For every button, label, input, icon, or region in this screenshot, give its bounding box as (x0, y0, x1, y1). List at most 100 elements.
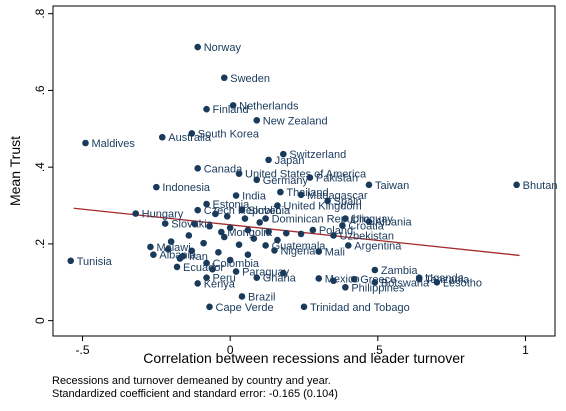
x-tick-label: -.5 (76, 343, 90, 357)
point-label: Spain (334, 196, 362, 208)
point-label: Paraguay (242, 267, 290, 279)
point-label: Bhutan (523, 180, 558, 192)
point-label: Trinidad and Tobago (310, 302, 410, 314)
footnote-2: Standardized coefficient and standard er… (52, 388, 338, 400)
data-point (371, 278, 379, 286)
data-point (297, 191, 305, 199)
data-point (262, 242, 269, 249)
y-tick-label: .8 (33, 8, 47, 18)
point-label: Cape Verde (216, 302, 274, 314)
point-label: Norway (204, 42, 242, 54)
data-point (132, 210, 139, 217)
data-point (415, 275, 423, 283)
y-axis-ticks: 0 .2 .4 .6 .8 (33, 8, 53, 324)
x-axis-label: Correlation between recessions and leade… (143, 350, 465, 366)
point-label: South Korea (198, 128, 260, 140)
data-point (342, 283, 349, 291)
data-point (220, 233, 228, 241)
point-label: Poland (319, 225, 353, 237)
data-point (82, 139, 89, 147)
point-label: Netherlands (239, 100, 299, 112)
data-point (185, 232, 193, 239)
x-tick-label: 1 (522, 343, 529, 357)
data-point (241, 215, 249, 222)
point-label: Maldives (91, 138, 135, 150)
data-point (206, 303, 213, 311)
point-label: Guatemala (272, 240, 327, 252)
data-point (350, 275, 358, 283)
data-point (215, 249, 222, 256)
data-point (244, 251, 252, 258)
point-label: Greece (360, 274, 396, 286)
data-point (194, 206, 201, 214)
data-point (265, 156, 272, 164)
data-point (433, 278, 441, 286)
data-point (203, 105, 210, 113)
data-point (282, 229, 290, 237)
point-label: Mongolia (227, 227, 273, 239)
data-point (342, 215, 349, 222)
data-point (232, 268, 240, 275)
data-point (188, 247, 196, 255)
data-point (250, 235, 258, 242)
data-point (200, 239, 207, 247)
y-tick-label: .2 (33, 239, 47, 249)
data-point (300, 303, 308, 311)
point-label: Argentina (354, 240, 402, 252)
data-point (262, 215, 269, 222)
data-point (232, 192, 240, 199)
point-label: Sweden (230, 73, 270, 85)
data-point (147, 243, 154, 251)
point-label: Pakistan (316, 173, 358, 185)
y-tick-label: 0 (33, 317, 47, 324)
point-label: United States of America (245, 169, 367, 181)
point-label: Ghana (263, 273, 297, 285)
data-point (188, 130, 196, 137)
data-point (365, 218, 373, 225)
data-point (167, 238, 175, 245)
data-point (253, 117, 261, 124)
data-point (226, 224, 234, 232)
point-label: Albania (159, 250, 197, 262)
point-label: Taiwan (375, 180, 409, 192)
point-label: Indonesia (162, 182, 211, 194)
data-point (235, 170, 243, 177)
data-point (161, 220, 169, 227)
point-label: New Zealand (263, 115, 328, 127)
point-label: Mali (325, 247, 345, 259)
data-point (280, 150, 287, 158)
data-point (324, 197, 331, 205)
data-point (280, 269, 287, 277)
data-point (330, 277, 337, 285)
point-label: Hungary (142, 209, 184, 221)
data-point (194, 280, 201, 287)
data-point (256, 219, 264, 226)
point-label: Canada (204, 163, 243, 175)
point-label: Zambia (381, 265, 419, 277)
point-label: India (242, 191, 267, 203)
data-point (330, 232, 337, 239)
point-label: Peru (213, 273, 236, 285)
data-point (315, 248, 323, 255)
data-point (191, 220, 199, 228)
point-label: Nigeria (280, 245, 316, 257)
data-point (513, 181, 520, 189)
point-label: Kenya (204, 278, 236, 290)
plot-frame (52, 5, 556, 337)
data-point (344, 242, 352, 249)
point-label: Iran (189, 251, 208, 263)
point-label: Malawi (156, 242, 190, 254)
data-point (153, 183, 160, 191)
data-point (150, 251, 157, 258)
data-point (218, 228, 225, 236)
point-label: Tunisia (77, 256, 113, 268)
data-point (309, 226, 317, 234)
data-point (203, 259, 210, 267)
data-point (306, 174, 314, 181)
data-point (67, 257, 75, 265)
data-point (339, 222, 346, 229)
x-axis-ticks: -.5 0 .5 1 (76, 336, 529, 357)
data-point (194, 43, 201, 51)
